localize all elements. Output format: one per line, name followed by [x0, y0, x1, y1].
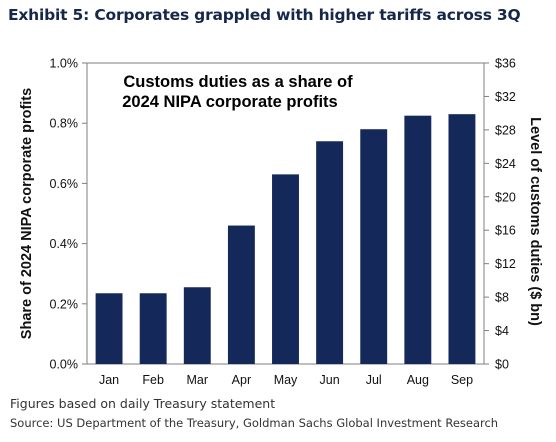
- bar-apr: [227, 225, 255, 364]
- bar-sep: [448, 114, 476, 364]
- x-tick-label: Jan: [99, 373, 119, 387]
- right-axis-label: Level of customs duties ($ bn): [527, 117, 543, 326]
- exhibit-title: Exhibit 5: Corporates grappled with high…: [8, 6, 521, 24]
- y2-tick-label: $12: [495, 257, 516, 271]
- x-tick-label: Mar: [187, 373, 209, 387]
- left-axis-label: Share of 2024 NIPA corporate profits: [19, 88, 35, 339]
- x-tick-label: Feb: [142, 373, 164, 387]
- bar-mar: [183, 287, 211, 364]
- bar-jun: [316, 141, 344, 364]
- y2-tick-label: $20: [495, 190, 516, 204]
- left-axis-ticks: 0.0% 0.2% 0.4% 0.6% 0.8% 1.0%: [50, 57, 87, 372]
- y-tick-label: 0.8%: [50, 117, 79, 131]
- chart-title-line-2: 2024 NIPA corporate profits: [122, 93, 337, 111]
- chart-title-line-1: Customs duties as a share of: [123, 73, 353, 91]
- x-tick-label: Aug: [407, 373, 429, 387]
- x-tick-label: Jul: [366, 373, 382, 387]
- y2-tick-label: $36: [495, 57, 516, 71]
- y2-tick-label: $16: [495, 224, 516, 238]
- bar-chart: 0.0% 0.2% 0.4% 0.6% 0.8% 1.0% $0 $4 $8 $12 $16 $20…: [19, 57, 543, 388]
- x-tick-label: Sep: [451, 373, 473, 387]
- x-tick-label: Apr: [232, 373, 251, 387]
- x-tick-label: Jun: [320, 373, 340, 387]
- source-note: Source: US Department of the Treasury, G…: [10, 416, 499, 430]
- right-axis-ticks: $0 $4 $8 $12 $16 $20 $24 $28 $32 $36: [484, 57, 516, 372]
- y-tick-label: 0.6%: [50, 177, 79, 191]
- y2-tick-label: $0: [495, 358, 509, 372]
- bar-aug: [404, 115, 432, 364]
- x-tick-label: May: [274, 373, 298, 387]
- bars: [95, 114, 476, 364]
- bar-feb: [139, 293, 167, 364]
- y-tick-label: 0.2%: [50, 297, 79, 311]
- x-axis-ticks: Jan Feb Mar Apr May Jun Jul Aug Sep: [99, 373, 473, 387]
- y2-tick-label: $28: [495, 123, 516, 137]
- y2-tick-label: $32: [495, 90, 516, 104]
- bar-may: [272, 174, 299, 364]
- footnote: Figures based on daily Treasury statemen…: [10, 396, 276, 411]
- bar-jan: [95, 293, 123, 364]
- y-tick-label: 0.4%: [50, 237, 79, 251]
- y-tick-label: 1.0%: [50, 57, 79, 71]
- y2-tick-label: $4: [495, 324, 509, 338]
- y2-tick-label: $24: [495, 157, 516, 171]
- y2-tick-label: $8: [495, 291, 509, 305]
- y-tick-label: 0.0%: [50, 358, 79, 372]
- bar-jul: [360, 129, 388, 364]
